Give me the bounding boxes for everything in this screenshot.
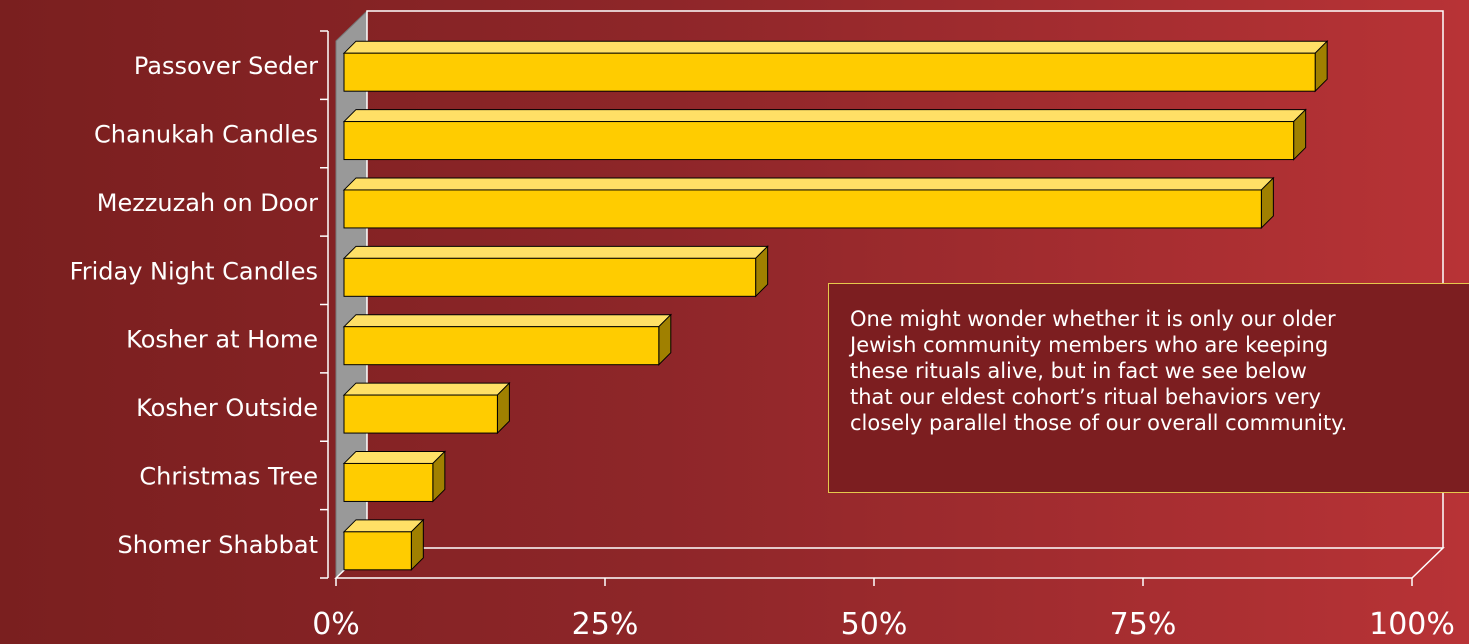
annotation-line: closely parallel those of our overall co…: [850, 411, 1348, 435]
annotation-line: One might wonder whether it is only our …: [850, 307, 1336, 331]
chart-floor: [334, 547, 1445, 579]
category-label: Friday Night Candles: [70, 257, 318, 285]
bar-side: [432, 450, 446, 503]
bar-top: [342, 450, 447, 464]
category-label: Passover Seder: [134, 52, 318, 80]
bar: [343, 394, 498, 434]
annotation-line: these rituals alive, but in fact we see …: [850, 359, 1307, 383]
bar-top: [342, 177, 1275, 191]
bar: [343, 52, 1316, 92]
x-tick-label: 100%: [1369, 607, 1455, 642]
bar-side: [410, 518, 424, 572]
bar: [343, 326, 660, 366]
bar-side: [755, 245, 769, 298]
x-tick-label: 50%: [841, 607, 908, 642]
annotation-box: One might wonder whether it is only our …: [828, 283, 1469, 493]
bar: [343, 189, 1262, 229]
bar: [343, 121, 1295, 161]
category-label: Kosher at Home: [126, 326, 318, 354]
bar-side: [1260, 176, 1274, 230]
chart-back-plane: [366, 10, 1444, 548]
category-label: Shomer Shabbat: [117, 531, 318, 559]
annotation-line: that our eldest cohort’s ritual behavior…: [850, 385, 1321, 409]
bar-top: [342, 245, 769, 259]
bar: [343, 257, 757, 297]
bar-side: [1293, 108, 1307, 161]
chart-left-wall: [335, 9, 368, 580]
bar-side: [1314, 39, 1328, 93]
bar: [343, 531, 412, 571]
bar-top: [342, 109, 1307, 123]
category-label: Kosher Outside: [136, 394, 318, 422]
category-label: Christmas Tree: [139, 462, 318, 490]
bar-side: [496, 381, 510, 435]
category-label: Mezzuzah on Door: [97, 189, 318, 217]
bar-top: [342, 314, 673, 328]
bar-top: [342, 382, 511, 396]
bar: [343, 462, 434, 502]
x-tick-label: 25%: [572, 607, 639, 642]
annotation-line: Jewish community members who are keeping: [850, 333, 1329, 357]
x-tick-label: 75%: [1110, 607, 1177, 642]
bar-top: [342, 519, 425, 533]
category-label: Chanukah Candles: [94, 121, 318, 149]
bar-side: [658, 313, 672, 366]
x-tick-label: 0%: [312, 607, 360, 642]
bar-top: [342, 40, 1329, 54]
